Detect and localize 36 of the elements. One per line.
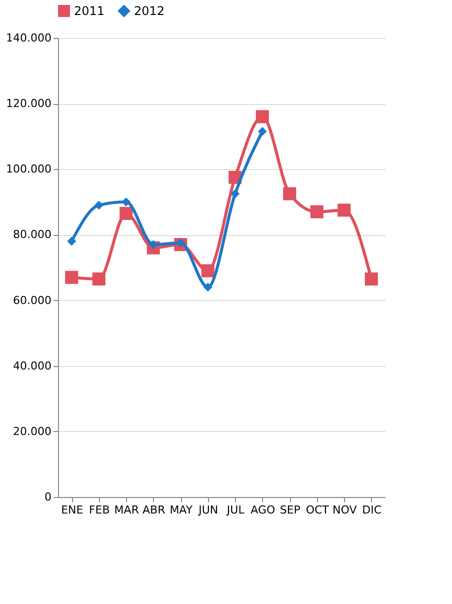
point <box>201 264 214 278</box>
point <box>258 126 267 136</box>
legend-label: 2012 <box>134 4 165 18</box>
x-tick-label: JUL <box>226 504 246 516</box>
point <box>230 189 240 198</box>
legend-label: 2011 <box>74 4 105 18</box>
x-tick-label: MAR <box>114 504 140 516</box>
point <box>92 272 106 286</box>
point <box>120 206 133 220</box>
x-tick-label: JUN <box>198 504 218 516</box>
y-tick-label: 120.000 <box>6 97 52 110</box>
y-tick-label: 60.000 <box>13 294 52 307</box>
x-tick-label: AGO <box>250 504 276 516</box>
x-tick-label: FEB <box>88 504 110 516</box>
point <box>256 110 269 124</box>
x-tick-label: MAY <box>170 504 193 516</box>
y-tick-label: 140.000 <box>6 32 52 44</box>
y-tick-label: 20.000 <box>13 424 52 438</box>
x-tick-label: NOV <box>332 504 358 516</box>
x-tick-label: ABR <box>142 504 166 516</box>
point <box>338 204 351 217</box>
point <box>203 282 212 292</box>
y-tick-label: 0 <box>44 490 52 504</box>
y-tick-label: 40.000 <box>13 359 52 372</box>
y-tick-label: 80.000 <box>13 228 52 242</box>
y-tick-label: 100.000 <box>6 162 52 176</box>
point <box>310 205 324 218</box>
x-tick-label: OCT <box>306 504 330 516</box>
x-tick-label: DIC <box>362 504 382 516</box>
point <box>283 187 296 200</box>
point <box>65 270 78 284</box>
point <box>94 200 104 210</box>
point <box>67 236 76 246</box>
x-tick-label: SEP <box>280 504 301 516</box>
point <box>364 272 378 286</box>
x-tick-label: ENE <box>61 504 84 516</box>
